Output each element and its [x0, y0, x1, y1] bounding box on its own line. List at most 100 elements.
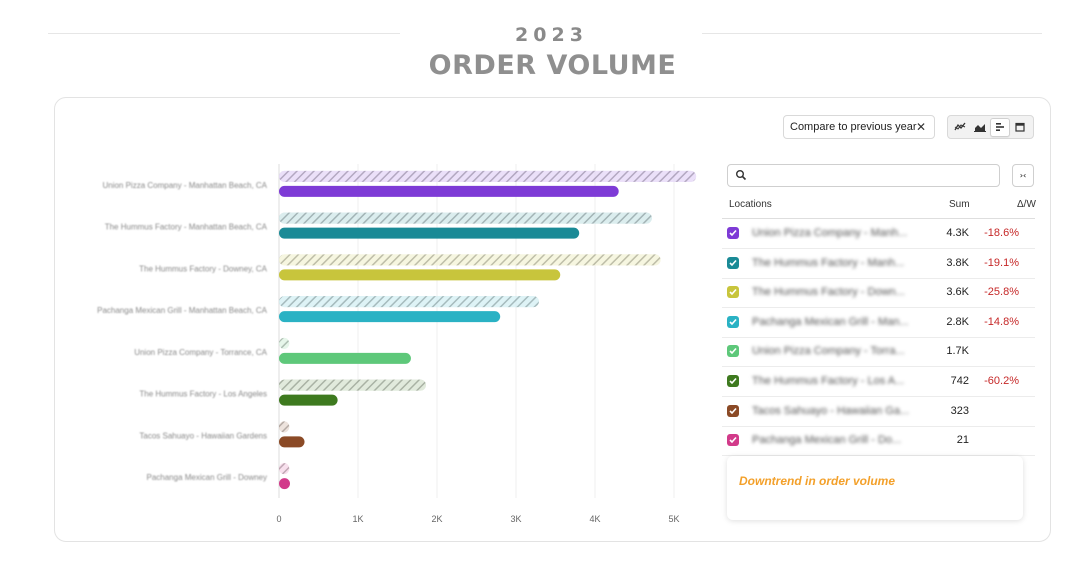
location-checkbox[interactable] [727, 345, 739, 358]
checkmark-icon [729, 348, 737, 355]
previous-year-bar-hatch [279, 170, 697, 182]
location-checkbox[interactable] [727, 256, 739, 269]
category-label: Union Pizza Company - Torrance, CA [134, 348, 267, 357]
location-sum: 21 [956, 434, 969, 447]
calendar-button[interactable] [1011, 118, 1030, 137]
collapse-icon: ›‹ [1019, 171, 1027, 180]
location-delta: -18.6% [984, 227, 1019, 239]
checkmark-icon [729, 229, 737, 237]
header-rule-right [702, 33, 1042, 34]
current-year-bar[interactable] [279, 269, 561, 281]
location-name: The Hummus Factory - Down... [752, 286, 905, 299]
previous-year-bar-hatch [279, 212, 652, 224]
location-delta: -60.2% [984, 375, 1019, 387]
category-label: Tacos Sahuayo - Hawaiian Gardens [139, 431, 267, 440]
close-icon[interactable]: ✕ [915, 120, 926, 134]
category-label: The Hummus Factory - Downey, CA [139, 264, 268, 273]
location-sum: 4.3K [946, 227, 969, 239]
previous-year-bar-hatch [279, 296, 539, 308]
column-sum[interactable]: Sum [949, 199, 970, 210]
table-row[interactable]: The Hummus Factory - Down... 3.6K -25.8% [722, 278, 1035, 309]
location-delta: -19.1% [984, 256, 1019, 269]
column-locations[interactable]: Locations [729, 199, 772, 210]
location-checkbox[interactable] [727, 227, 739, 239]
x-tick-label: 5K [668, 514, 679, 524]
location-delta: -25.8% [984, 286, 1019, 299]
location-checkbox[interactable] [727, 375, 739, 387]
line-chart-button[interactable] [950, 118, 969, 137]
compare-filter-chip[interactable]: Compare to previous year ✕ [783, 115, 935, 139]
search-input[interactable] [727, 164, 1000, 187]
checkmark-icon [729, 259, 737, 266]
category-label: The Hummus Factory - Manhattan Beach, CA [105, 223, 268, 232]
compare-label: Compare to previous year [790, 121, 917, 133]
current-year-bar[interactable] [279, 227, 580, 239]
table-row[interactable]: Tacos Sahuayo - Hawaiian Ga... 323 [722, 397, 1035, 427]
table-row[interactable]: Union Pizza Company - Torra... 1.7K [722, 337, 1035, 368]
table-row[interactable]: The Hummus Factory - Los A... 742 -60.2% [722, 367, 1035, 397]
category-label: Pachanga Mexican Grill - Manhattan Beach… [97, 306, 268, 315]
chart-card: Compare to previous year ✕ 0 1K 2K 3K 4K 5K Un… [54, 97, 1051, 542]
current-year-bar[interactable] [279, 436, 305, 448]
location-name: Pachanga Mexican Grill - Man... [752, 315, 909, 328]
table-row[interactable]: The Hummus Factory - Manh... 3.8K -19.1% [722, 249, 1035, 279]
location-sum: 3.6K [946, 286, 969, 299]
x-tick-label: 1K [352, 514, 363, 524]
previous-year-bar-hatch [279, 379, 426, 391]
current-year-bar[interactable] [279, 311, 501, 323]
annotation-card: Downtrend in order volume [727, 456, 1023, 520]
page-title: ORDER VOLUME [428, 50, 677, 81]
current-year-bar[interactable] [279, 478, 290, 490]
current-year-bar[interactable] [279, 185, 619, 197]
category-label: The Hummus Factory - Los Angeles [139, 390, 267, 399]
table-row[interactable]: Pachanga Mexican Grill - Do... 21 [722, 426, 1035, 457]
checkmark-icon [729, 289, 737, 296]
location-checkbox[interactable] [727, 286, 739, 299]
location-sum: 1.7K [946, 345, 969, 358]
area-chart-button[interactable] [970, 118, 989, 137]
location-name: The Hummus Factory - Los A... [752, 375, 905, 387]
category-label: Pachanga Mexican Grill - Downey [147, 473, 268, 482]
calendar-icon [1015, 122, 1025, 132]
location-checkbox[interactable] [727, 434, 739, 447]
chart-view-toggle [947, 115, 1034, 139]
location-sum: 323 [950, 404, 969, 417]
table-divider [722, 218, 1035, 219]
current-year-bar[interactable] [279, 394, 338, 406]
annotation-text: Downtrend in order volume [739, 474, 896, 488]
category-label: Union Pizza Company - Manhattan Beach, C… [102, 181, 267, 190]
location-name: Tacos Sahuayo - Hawaiian Ga... [752, 404, 910, 417]
bar-chart-button[interactable] [990, 117, 1010, 137]
area-chart-icon [973, 124, 986, 132]
location-delta: -14.8% [984, 315, 1019, 328]
checkmark-icon [729, 407, 737, 414]
current-year-bar[interactable] [279, 352, 411, 364]
location-sum: 742 [950, 375, 969, 387]
bar-chart: 0 1K 2K 3K 4K 5K Union Pizza Company - Manhatt… [97, 164, 697, 524]
report-year: 2023 [515, 24, 588, 46]
location-checkbox[interactable] [727, 315, 739, 328]
table-header: Locations Sum Δ/W [722, 194, 1036, 218]
x-tick-label: 3K [510, 514, 521, 524]
previous-year-bar-hatch [279, 463, 290, 475]
location-checkbox[interactable] [727, 404, 739, 417]
previous-year-bar-hatch [279, 337, 290, 349]
table-row[interactable]: Pachanga Mexican Grill - Man... 2.8K -14.8… [722, 308, 1035, 338]
previous-year-bar-hatch [279, 254, 661, 266]
x-tick-label: 0 [276, 514, 281, 524]
x-tick-label: 2K [431, 514, 442, 524]
bar-chart-icon [996, 123, 1005, 131]
collapse-panel-button[interactable]: ›‹ [1012, 164, 1034, 187]
location-name: Union Pizza Company - Torra... [752, 345, 905, 358]
x-tick-label: 4K [589, 514, 600, 524]
checkmark-icon [729, 437, 737, 444]
header-rule-left [48, 33, 400, 34]
previous-year-bar-hatch [279, 421, 290, 433]
column-delta[interactable]: Δ/W [1017, 199, 1036, 210]
search-icon [736, 170, 747, 181]
location-sum: 2.8K [946, 315, 969, 328]
location-sum: 3.8K [946, 256, 969, 269]
table-row[interactable]: Union Pizza Company - Manh... 4.3K -18.6% [722, 219, 1035, 249]
location-name: Pachanga Mexican Grill - Do... [752, 434, 902, 447]
checkmark-icon [729, 377, 737, 385]
